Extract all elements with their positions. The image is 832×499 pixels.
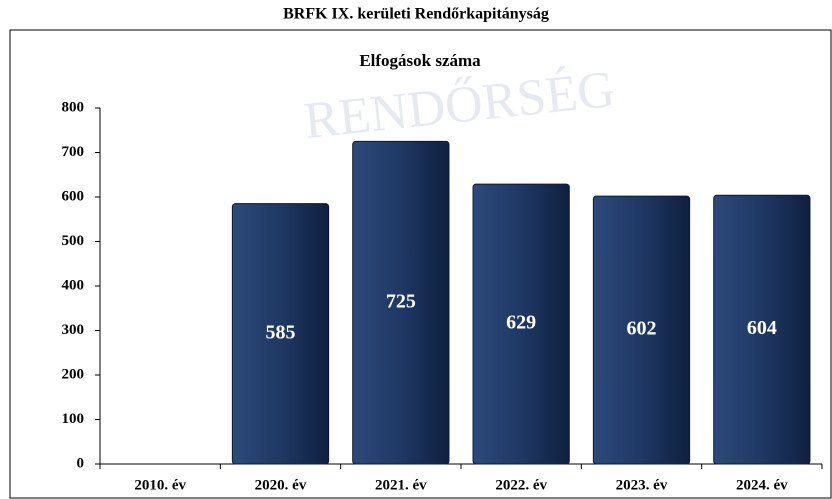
x-tick-label: 2024. év	[736, 477, 788, 493]
y-tick-label: 0	[77, 455, 85, 471]
x-tick-label: 2021. év	[375, 477, 427, 493]
watermark: RENDŐRSÉG	[301, 60, 617, 150]
data-label: 602	[627, 318, 657, 340]
bar	[352, 140, 450, 465]
y-tick-label: 800	[62, 99, 85, 115]
chart-frame	[9, 29, 832, 499]
y-tick-label: 300	[62, 322, 85, 338]
x-tick-label: 2010. év	[134, 477, 186, 493]
chart-subtitle: Elfogások száma	[359, 51, 481, 70]
bar	[472, 183, 570, 465]
y-tick-label: 700	[62, 144, 85, 160]
y-tick-label: 600	[62, 188, 85, 204]
bar	[592, 195, 691, 465]
bar	[713, 194, 811, 465]
y-tick-label: 100	[62, 411, 85, 427]
y-tick-label: 400	[62, 277, 85, 293]
y-tick-label: 200	[62, 366, 85, 382]
data-label: 585	[266, 321, 296, 343]
y-tick-label: 500	[62, 233, 85, 249]
chart-title: BRFK IX. kerületi Rendőrkapitányság	[283, 6, 549, 23]
data-label: 604	[747, 317, 777, 339]
data-label: 725	[386, 290, 416, 312]
x-tick-label: 2023. év	[616, 477, 668, 493]
data-label: 629	[506, 312, 536, 334]
x-tick-label: 2020. év	[255, 477, 307, 493]
x-tick-label: 2022. év	[495, 477, 547, 493]
bar	[231, 203, 330, 465]
